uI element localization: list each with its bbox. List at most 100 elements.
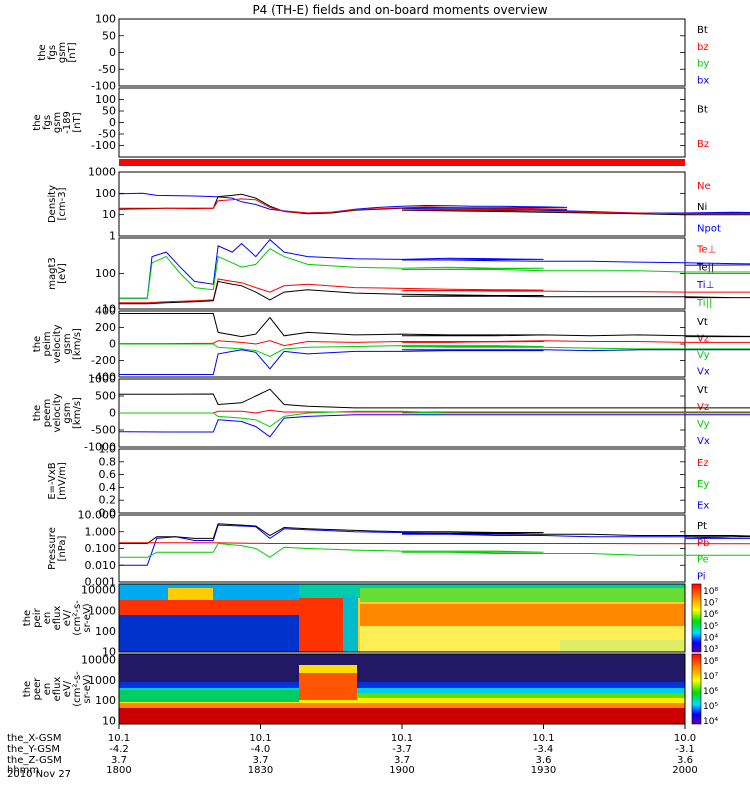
y-axis-label-line: the <box>37 44 48 60</box>
y-axis-label-line: eflux <box>52 606 63 631</box>
y-tick-label: 10 <box>102 208 116 221</box>
ion-early-low <box>119 615 299 652</box>
y-tick-label: 1000 <box>88 166 116 179</box>
ion-low-green <box>560 640 685 652</box>
colorbar-tick-label: 10⁶ <box>703 687 718 697</box>
y-tick-label: 200 <box>95 321 116 334</box>
y-tick-label: -100 <box>91 139 116 152</box>
y-tick-label: -50 <box>98 63 116 76</box>
series-Ti⊥ <box>119 238 750 299</box>
legend-entry: Pt <box>697 521 707 532</box>
y-tick-label: 1000 <box>88 674 116 687</box>
y-axis-label-line: the <box>22 610 33 626</box>
ele-upper-noise <box>119 654 685 682</box>
y-axis-label-line: [cm-3] <box>57 187 68 220</box>
y-axis-label-line: the <box>32 114 43 130</box>
spectrograms <box>118 583 702 725</box>
panel-frame <box>118 514 686 583</box>
legend-entry: Ti⊥ <box>696 280 714 291</box>
legend-entry: Ex <box>697 500 709 511</box>
legend-entry: Npot <box>697 223 721 234</box>
y-axis-label: the fgs gsm -189 [nT] <box>32 111 83 134</box>
y-axis-label-line: (cm²-s- <box>72 671 83 707</box>
series-Vt <box>119 388 750 409</box>
x-tick-label: 1900 <box>389 765 414 776</box>
y-tick-label: 400 <box>95 305 116 318</box>
legend-entry: Bz <box>697 139 709 150</box>
y-axis-label: Density [cm-3] <box>47 185 68 223</box>
series-Pt <box>119 523 750 544</box>
legend-entry: Bt <box>697 25 708 36</box>
legend-entry: Vy <box>697 419 710 430</box>
y-tick-label: 0.001 <box>85 576 117 589</box>
y-tick-label: 0.6 <box>99 468 117 481</box>
ele-early <box>119 690 299 702</box>
y-axis-label-line: velocity <box>52 324 63 363</box>
series-Vz <box>119 409 750 414</box>
panel-frame <box>118 18 686 87</box>
y-axis-label-line: the <box>32 336 43 352</box>
y-tick-label: 10 <box>102 714 116 727</box>
x-tick-label: 3.7 <box>394 755 410 766</box>
y-axis-label: the peir en eflux eV/(cm²-s-sr-eV) <box>22 600 93 636</box>
y-tick-label: 100 <box>95 694 116 707</box>
colorbar-tick-label: 10⁵ <box>703 622 718 632</box>
plot-title: P4 (TH-E) fields and on-board moments ov… <box>252 3 547 17</box>
y-tick-label: 0.2 <box>99 494 117 507</box>
y-axis-label-line: [eV] <box>57 263 68 284</box>
y-tick-label: 10.000 <box>78 509 117 522</box>
panel-9: 10000 1000 100 10 the peer en eflux eV/(cm²-s-sr… <box>22 654 718 728</box>
legend-entry: Te|| <box>696 262 714 273</box>
date-label: 2010 Nov 27 <box>7 769 71 780</box>
x-tick-label: 3.7 <box>111 755 127 766</box>
colorbar-tick-label: 10⁴ <box>703 633 718 643</box>
colorbar-tick-label: 10⁸ <box>703 657 718 667</box>
y-axis-label-line: fgs <box>47 45 58 60</box>
panel-6: 1.00.80.60.40.20.0 E=-VxB [mV/m] Ez Ey Ex <box>47 443 709 520</box>
x-tick-label: -4.2 <box>109 744 129 755</box>
y-axis-label-line: Pressure <box>47 527 58 570</box>
y-tick-label: 100 <box>95 13 116 26</box>
y-tick-label: 0.4 <box>99 481 117 494</box>
flag-bar <box>119 159 685 166</box>
panel-3: 100 10 magt3 [eV] Te⊥ Te|| Ti⊥ Ti|| <box>47 237 750 316</box>
ele-band-orange <box>119 703 685 708</box>
y-axis-label-line: en <box>42 612 53 625</box>
ele-band-blue <box>119 682 685 688</box>
y-axis-label-line: [km/s] <box>72 328 83 360</box>
legend-entry: Ne <box>697 181 711 192</box>
colorbar-tick-label: 10⁷ <box>703 672 718 682</box>
y-axis-label-line: fgs <box>42 115 53 130</box>
x-tick-label: 10.1 <box>391 733 413 744</box>
y-tick-label: 0.100 <box>85 542 117 555</box>
y-tick-label: 1000 <box>88 373 116 386</box>
series-Vx <box>119 349 750 375</box>
legend-entry: Vx <box>697 436 710 447</box>
y-tick-label: -200 <box>91 354 116 367</box>
y-axis-label-line: velocity <box>52 393 63 432</box>
y-axis-label-line: eV/ <box>62 609 73 626</box>
y-tick-label: 500 <box>95 390 116 403</box>
y-tick-label: 50 <box>102 105 116 118</box>
series-Vt <box>119 313 750 338</box>
y-axis-label-line: eV/ <box>62 680 73 697</box>
panel-frame <box>118 448 686 514</box>
ion-early-red <box>119 600 299 615</box>
quality-flag-bar <box>119 159 685 173</box>
colorbar-tick-label: 10⁸ <box>703 587 718 597</box>
y-tick-label: 0 <box>109 46 116 59</box>
legend-entry: Vy <box>697 350 710 361</box>
y-axis-label-line: [nT] <box>67 42 78 62</box>
x-row-label: the_X-GSM <box>7 733 61 744</box>
y-tick-label: 10 <box>102 646 116 659</box>
y-axis-label: magt3 [eV] <box>47 257 68 290</box>
y-axis-label-line: en <box>42 683 53 696</box>
legend-entry: bx <box>697 75 709 86</box>
x-axis-labels: the_X-GSMthe_Y-GSMthe_Z-GSMhhmm10.1-4.23… <box>7 724 698 776</box>
y-axis-label-line: gsm <box>62 333 73 354</box>
y-axis-label: the fgs gsm [nT] <box>37 42 78 63</box>
legend-entry: bz <box>697 42 709 53</box>
